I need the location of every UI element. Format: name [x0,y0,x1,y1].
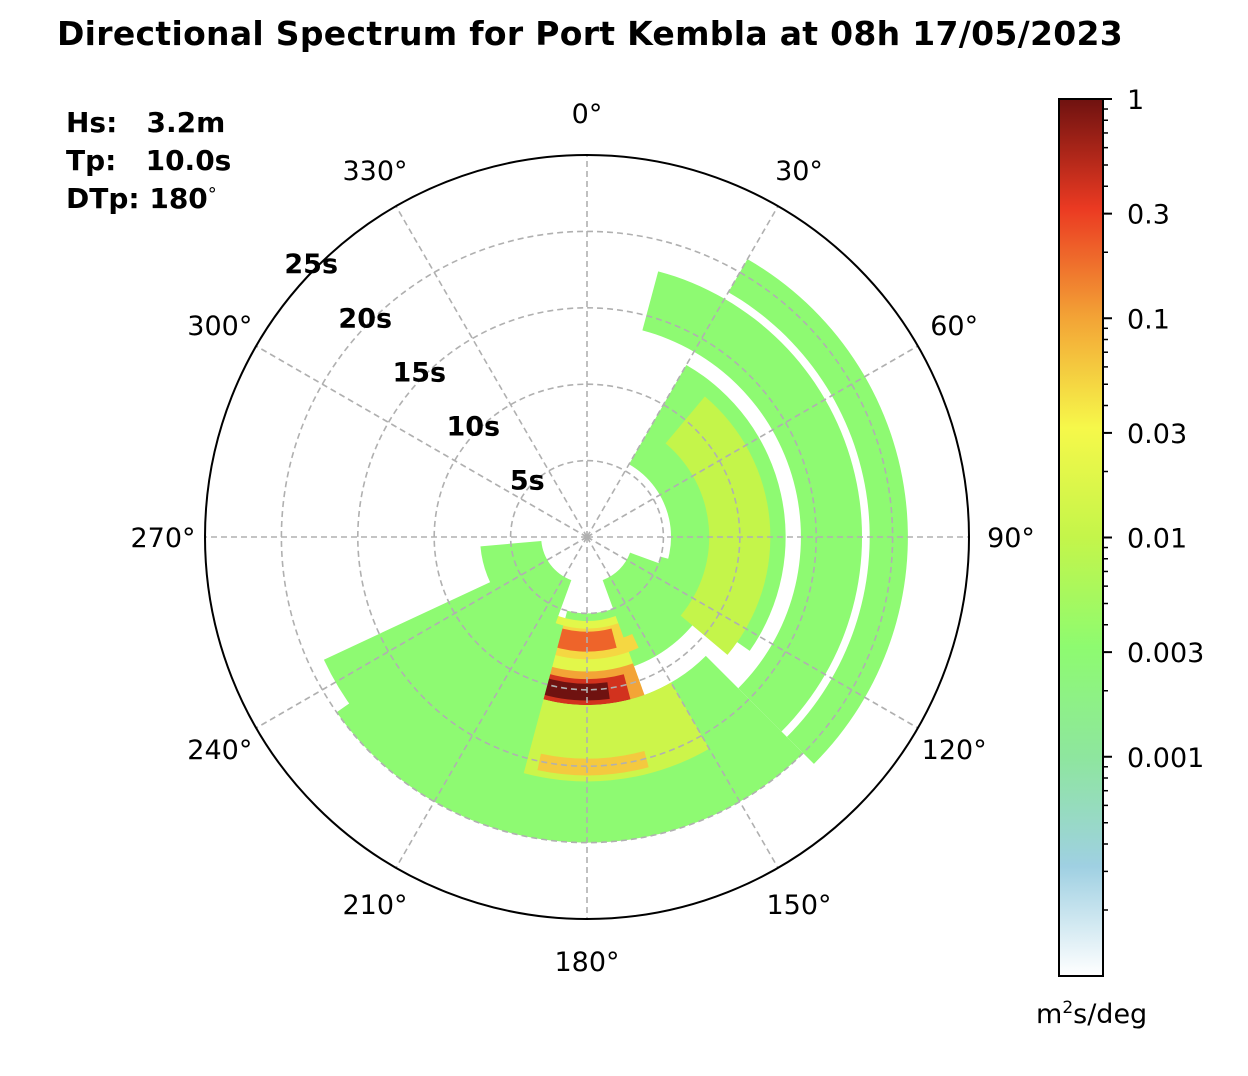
colorbar-tick-label: 0.1 [1127,304,1170,335]
spectrum-cell [480,540,572,638]
hs-label: Hs: [66,106,118,139]
spectrum-cell [537,751,649,776]
angle-tick-label: 60° [930,311,978,342]
unit-rest: s/deg [1073,999,1148,1030]
angle-tick-label: 90° [987,523,1035,554]
dtp-value: 180 [149,182,208,215]
polar-frame [204,154,970,920]
dtp-label: DTp: [66,182,140,215]
tp-label: Tp: [66,144,117,177]
unit-base: m [1036,999,1063,1030]
colorbar-unit: m2s/deg [1036,998,1147,1030]
angular-gridline [255,345,588,538]
spectrum-cell [602,552,688,638]
spectrum-cells [323,259,908,843]
radial-gridline [509,459,665,615]
colorbar-tick-label: 0.01 [1127,524,1187,555]
polar-grid [204,154,970,920]
angle-tick-label: 30° [775,156,823,187]
hs-stat: Hs: 3.2m [66,106,225,139]
dtp-stat: DTp: 180° [66,182,217,215]
chart-title: Directional Spectrum for Port Kembla at … [56,14,1124,53]
angular-gridline [255,536,588,729]
angular-gridline [395,536,588,869]
colorbar-tick-label: 0.003 [1127,638,1204,669]
angle-tick-label: 120° [922,735,987,766]
radial-tick-label: 25s [284,249,338,280]
radial-gridline [356,306,817,767]
colorbar-tick-label: 0.001 [1127,743,1204,774]
tp-value: 10.0s [145,144,232,177]
angular-gridline [395,205,588,538]
unit-exponent: 2 [1062,998,1074,1018]
colorbar-tick-label: 0.03 [1127,419,1187,450]
radial-tick-label: 15s [392,357,446,388]
angle-tick-label: 300° [187,311,252,342]
spectrum-cell [642,271,863,732]
angle-tick-label: 330° [342,156,407,187]
angle-tick-label: 210° [342,890,407,921]
angle-tick-label: 0° [572,99,603,130]
colorbar-tick-label: 1 [1127,85,1144,116]
dtp-unit: ° [207,184,217,205]
colorbar: 1 0.3 0.1 0.03 0.01 0.003 0.001 [1058,85,1204,977]
angle-tick-label: 240° [187,735,252,766]
spectrum-cell [323,575,564,818]
radial-tick-label: 20s [338,303,392,334]
radial-tick-label: 5s [510,465,545,496]
spectrum-cell [665,396,771,655]
angular-gridline [586,536,919,729]
angle-tick-label: 180° [554,947,619,978]
tp-stat: Tp: 10.0s [66,144,231,177]
colorbar-tick-label: 0.3 [1127,200,1170,231]
axis-labels: 0° 30° 60° 90° 120° 150° 180° 210° 240° 270° 300° 3… [130,99,1034,978]
radial-tick-label: 10s [446,411,500,442]
angle-tick-label: 270° [130,523,195,554]
angular-gridline [586,205,779,538]
angle-tick-label: 150° [766,890,831,921]
angular-gridline [586,536,779,869]
colorbar-bar [1058,98,1104,977]
angular-gridline [586,345,919,538]
hs-value: 3.2m [146,106,226,139]
spectrum-cell [728,259,908,764]
